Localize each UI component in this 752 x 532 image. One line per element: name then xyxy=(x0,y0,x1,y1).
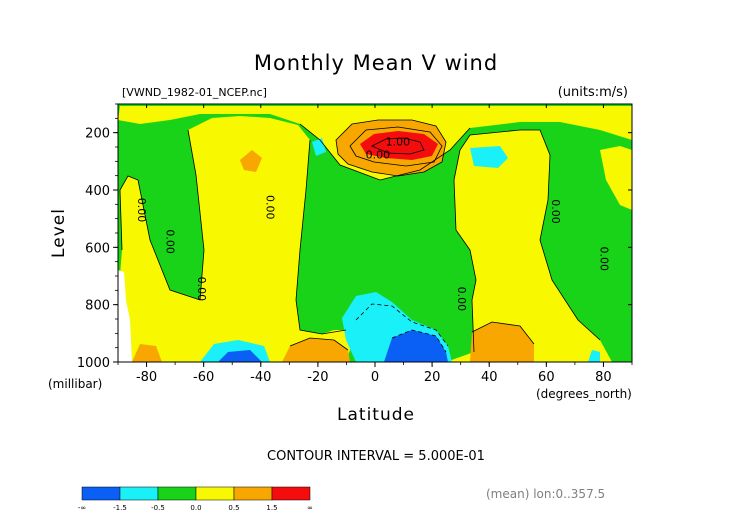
contour-label: 0.00 xyxy=(598,247,611,272)
y-axis-label: Level xyxy=(49,208,69,258)
chart-title: Monthly Mean V wind xyxy=(254,51,498,75)
x-axis-label: Latitude xyxy=(337,405,415,425)
x-axis-ticks: -80 -60 -40 -20 0 20 40 60 80 xyxy=(117,104,633,385)
colorbar-segment xyxy=(157,486,197,501)
region-cyan-b xyxy=(470,146,508,168)
colorbar-tick-label: -∞ xyxy=(78,504,86,512)
contour-label: 0.00 xyxy=(263,195,276,220)
x-tick-label: -40 xyxy=(250,370,271,385)
colorbar xyxy=(81,486,311,501)
y-tick-label: 400 xyxy=(85,184,110,199)
contour-fields xyxy=(118,106,632,362)
colorbar-segment xyxy=(119,486,159,501)
colorbar-tick-label: -1.5 xyxy=(113,504,127,512)
y-axis-ticks: 200 400 600 800 1000 xyxy=(77,103,632,371)
contour-neg-blue xyxy=(391,329,447,353)
y-tick-label: 200 xyxy=(85,127,110,142)
x-tick-label: -80 xyxy=(136,370,157,385)
y-axis-units: (millibar) xyxy=(48,377,102,391)
x-tick-label: -20 xyxy=(307,370,328,385)
contour-lines xyxy=(119,119,601,353)
colorbar-segment xyxy=(271,486,311,501)
contour-zero-a xyxy=(119,129,205,301)
contour-zero-c xyxy=(453,129,601,353)
region-orange-bottom-right xyxy=(470,322,534,362)
colorbar-tick-label: 1.5 xyxy=(266,504,277,512)
contour-label: 0.00 xyxy=(455,287,468,312)
colorbar-segment xyxy=(195,486,235,501)
contour-one xyxy=(349,126,443,167)
colorbar-tick-label: 0.5 xyxy=(228,504,239,512)
contour-interval-text: CONTOUR INTERVAL = 5.000E-01 xyxy=(267,449,485,464)
colorbar-labels: -∞ -1.5 -0.5 0.0 0.5 1.5 ∞ xyxy=(78,504,313,512)
region-yellow-right xyxy=(446,130,612,362)
region-red xyxy=(360,131,438,160)
contour-orange-bottom-right xyxy=(471,321,535,345)
y-tick-label: 800 xyxy=(85,299,110,314)
region-yellow-left xyxy=(118,116,352,362)
x-axis-units: (degrees_north) xyxy=(536,387,632,401)
y-tick-label: 1000 xyxy=(77,356,110,371)
contour-red-inner xyxy=(371,137,425,155)
x-tick-label: -60 xyxy=(193,370,214,385)
x-tick-label: 20 xyxy=(424,370,441,385)
region-orange-200 xyxy=(240,150,262,172)
region-blue-a xyxy=(384,330,448,362)
units-label: (units:m/s) xyxy=(558,85,628,100)
contour-zero-b xyxy=(295,139,347,335)
file-label: [VWND_1982-01_NCEP.nc] xyxy=(122,86,267,99)
region-cyan-e xyxy=(588,350,600,362)
contour-orange-bottom-mid xyxy=(289,337,349,351)
contour-half-top xyxy=(335,119,447,177)
colorbar-tick-label: ∞ xyxy=(307,504,313,512)
contour-label: 0.00 xyxy=(164,229,177,254)
contour-label: 0.00 xyxy=(366,148,391,161)
contour-label: 0.00 xyxy=(549,199,562,224)
x-tick-label: 0 xyxy=(371,370,379,385)
x-tick-label: 60 xyxy=(538,370,555,385)
y-tick-label: 600 xyxy=(85,241,110,256)
footer-text: (mean) lon:0..357.5 xyxy=(486,487,605,501)
region-blue-b xyxy=(218,350,262,362)
x-tick-label: 40 xyxy=(481,370,498,385)
contour-label: 0.00 xyxy=(195,277,208,302)
colorbar-segment xyxy=(81,486,121,501)
region-yellow-upperright xyxy=(600,146,632,210)
region-missing xyxy=(118,270,132,362)
colorbar-tick-label: -0.5 xyxy=(151,504,165,512)
contour-zero-top xyxy=(299,123,471,181)
colorbar-segment xyxy=(233,486,273,501)
contour-labels: 1.000.000.000.000.000.00 0.000.000.00 xyxy=(135,136,611,312)
contour-label: 1.00 xyxy=(386,136,411,149)
x-tick-label: 80 xyxy=(595,370,612,385)
region-orange-bottom-left xyxy=(132,344,162,362)
region-orange-bottom-mid xyxy=(282,338,350,362)
contour-label: 0.00 xyxy=(135,198,148,223)
colorbar-tick-label: 0.0 xyxy=(190,504,201,512)
